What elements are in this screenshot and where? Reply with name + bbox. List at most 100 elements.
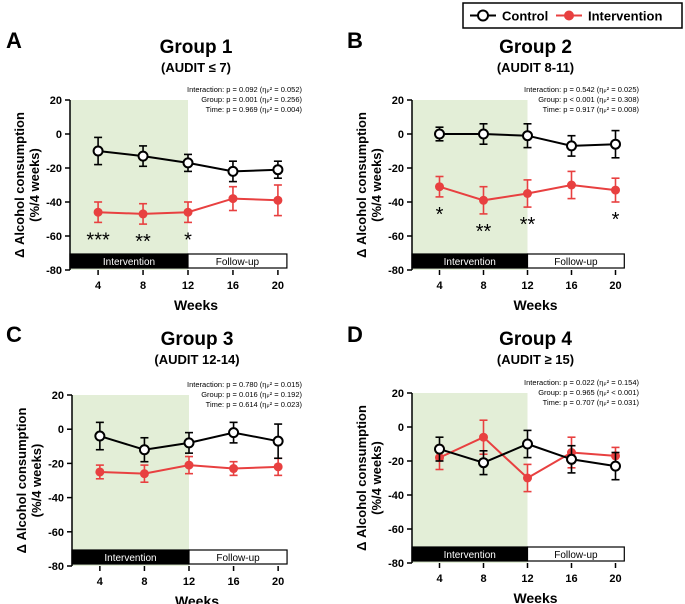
y-axis-label-line: (%/4 weeks) xyxy=(27,148,42,222)
data-point xyxy=(522,438,533,450)
x-tick-label: 16 xyxy=(565,280,577,292)
y-tick-label: -60 xyxy=(48,527,64,539)
y-tick-label: -80 xyxy=(48,561,64,573)
x-tick-label: 12 xyxy=(521,280,533,292)
panel-letter: A xyxy=(6,28,22,53)
x-tick-label: 16 xyxy=(227,280,239,292)
significance-marker: ** xyxy=(520,214,536,236)
panel-letter: D xyxy=(347,322,363,347)
data-point xyxy=(434,128,445,140)
phase-label: Follow-up xyxy=(554,257,598,268)
stats-line: Group: p < 0.001 (ηₚ² = 0.308) xyxy=(538,95,639,104)
x-tick-label: 4 xyxy=(95,280,102,292)
data-point xyxy=(95,467,105,477)
phase-bar-follow-up xyxy=(526,546,625,562)
x-tick-label: 20 xyxy=(609,280,621,292)
y-axis-label: Δ Alcohol consumption(%/4 weeks) xyxy=(354,112,384,258)
panel-letter: C xyxy=(6,322,22,347)
series-control xyxy=(434,429,621,481)
panel-subtitle: (AUDIT ≤ 7) xyxy=(161,60,231,75)
panel-c: C Group 3 (AUDIT 12-14) Interaction: p = 0.… xyxy=(6,322,302,604)
panel-title: Group 3 xyxy=(161,329,234,350)
y-tick-label: -20 xyxy=(46,163,62,175)
phase-label: Intervention xyxy=(104,553,156,564)
data-point xyxy=(228,194,238,204)
stats-line: Time: p = 0.707 (ηₚ² = 0.031) xyxy=(543,398,640,407)
stats-line: Time: p = 0.917 (ηₚ² = 0.008) xyxy=(543,105,640,114)
x-axis-label: Weeks xyxy=(175,593,219,604)
y-tick-label: -60 xyxy=(388,231,404,243)
data-point xyxy=(183,207,193,217)
data-point xyxy=(479,195,488,205)
data-point xyxy=(479,432,488,442)
y-tick-label: 20 xyxy=(392,388,404,400)
significance-marker: * xyxy=(184,229,192,251)
intervention-shade xyxy=(70,100,188,270)
y-axis-label: Δ Alcohol consumption(%/4 weeks) xyxy=(14,408,44,554)
stats-line: Group: p = 0.016 (ηₚ² = 0.192) xyxy=(201,390,302,399)
phase-label: Intervention xyxy=(444,550,496,561)
y-axis-label-line: (%/4 weeks) xyxy=(369,148,384,222)
y-axis-label-line: Δ Alcohol consumption xyxy=(12,112,27,258)
x-tick-label: 20 xyxy=(609,573,621,585)
series-control xyxy=(434,123,621,159)
significance-marker: ** xyxy=(476,221,492,243)
intervention-shade xyxy=(412,100,528,270)
data-point xyxy=(610,138,621,150)
data-point xyxy=(138,444,150,456)
x-tick-label: 4 xyxy=(436,573,443,585)
intervention-shade xyxy=(412,393,528,563)
significance-marker: ** xyxy=(135,231,151,253)
panel-subtitle: (AUDIT 8-11) xyxy=(497,60,574,75)
y-axis-label-line: (%/4 weeks) xyxy=(369,441,384,515)
data-point xyxy=(229,464,239,474)
data-point xyxy=(93,207,103,217)
data-point xyxy=(182,157,194,169)
y-tick-label: -40 xyxy=(388,490,404,502)
significance-marker: * xyxy=(436,204,444,226)
data-point xyxy=(184,460,194,470)
series-control xyxy=(92,136,284,183)
stats-line: Interaction: p = 0.542 (ηₚ² = 0.025) xyxy=(524,85,639,94)
legend: Control Intervention xyxy=(462,2,683,29)
x-tick-label: 16 xyxy=(565,573,577,585)
y-tick-label: -40 xyxy=(388,197,404,209)
panel-subtitle: (AUDIT ≥ 15) xyxy=(497,352,574,367)
y-tick-label: -40 xyxy=(46,197,62,209)
data-point xyxy=(137,150,149,162)
data-point xyxy=(183,437,195,449)
y-tick-label: -80 xyxy=(46,265,62,277)
data-point xyxy=(523,473,532,483)
x-tick-label: 16 xyxy=(227,576,239,588)
phase-label: Follow-up xyxy=(554,550,598,561)
x-axis-label: Weeks xyxy=(513,297,557,313)
phase-label: Intervention xyxy=(103,257,155,268)
stats-line: Interaction: p = 0.022 (ηₚ² = 0.154) xyxy=(524,378,639,387)
y-tick-label: -20 xyxy=(388,456,404,468)
phase-bar-follow-up xyxy=(526,253,625,269)
legend-intervention-label: Intervention xyxy=(588,9,662,24)
legend-control-label: Control xyxy=(502,9,548,24)
y-axis-label-line: Δ Alcohol consumption xyxy=(14,408,29,554)
panel-title: Group 2 xyxy=(499,37,572,58)
legend-intervention-marker xyxy=(564,10,574,21)
data-point xyxy=(228,427,240,439)
data-point xyxy=(273,195,283,205)
stats-line: Interaction: p = 0.092 (ηₚ² = 0.052) xyxy=(187,85,302,94)
y-axis-label-line: Δ Alcohol consumption xyxy=(354,405,369,551)
panel-title: Group 4 xyxy=(499,329,572,350)
data-point xyxy=(611,185,620,195)
data-point xyxy=(478,128,489,140)
x-tick-label: 12 xyxy=(183,576,195,588)
panel-d: D Group 4 (AUDIT ≥ 15) Interaction: p = 0.0… xyxy=(347,322,639,604)
data-point xyxy=(272,435,284,447)
data-point xyxy=(434,443,445,455)
y-tick-label: 20 xyxy=(52,390,64,402)
y-tick-label: 0 xyxy=(58,424,64,436)
y-tick-label: -20 xyxy=(48,458,64,470)
y-axis-label: Δ Alcohol consumption(%/4 weeks) xyxy=(12,112,42,258)
y-axis-label-line: (%/4 weeks) xyxy=(29,444,44,518)
x-tick-label: 4 xyxy=(97,576,104,588)
significance-marker: * xyxy=(612,209,620,231)
